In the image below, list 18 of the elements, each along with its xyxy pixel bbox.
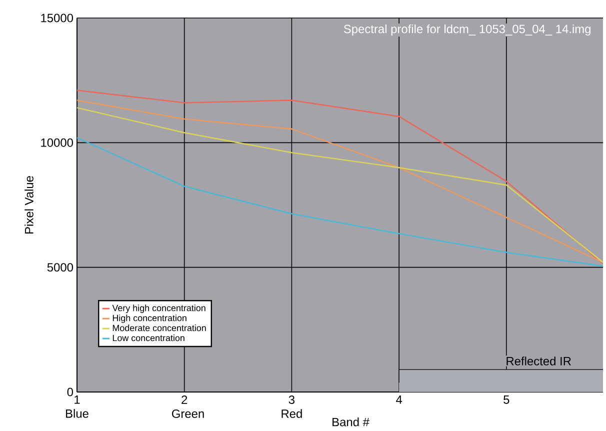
x-tick-label: 5 [504,396,510,404]
x-tick-label: 1 Blue [66,396,88,418]
legend-label: Moderate concentration [112,324,206,332]
y-tick-label: 15000 [41,14,74,22]
y-tick-label: 0 [67,388,74,396]
legend-label: Low concentration [112,334,184,342]
x-tick-label: 4 [396,396,402,404]
x-tick-label: 2 Green [172,396,204,418]
x-tick-label: 3 Red [282,396,302,418]
legend-label: Very high concentration [112,304,206,313]
x-axis-title: Band # [332,418,370,426]
y-tick-label: 5000 [47,263,74,272]
text: Spectral profile for ldcm_ 1053_05_04_ 14.img [344,24,590,36]
legend-label: High concentration [112,314,186,323]
y-axis-title: Pixel Value [24,176,34,234]
y-tick-label: 10000 [41,138,74,147]
line-series [77,137,604,267]
band-label: Reflected IR [506,356,571,366]
